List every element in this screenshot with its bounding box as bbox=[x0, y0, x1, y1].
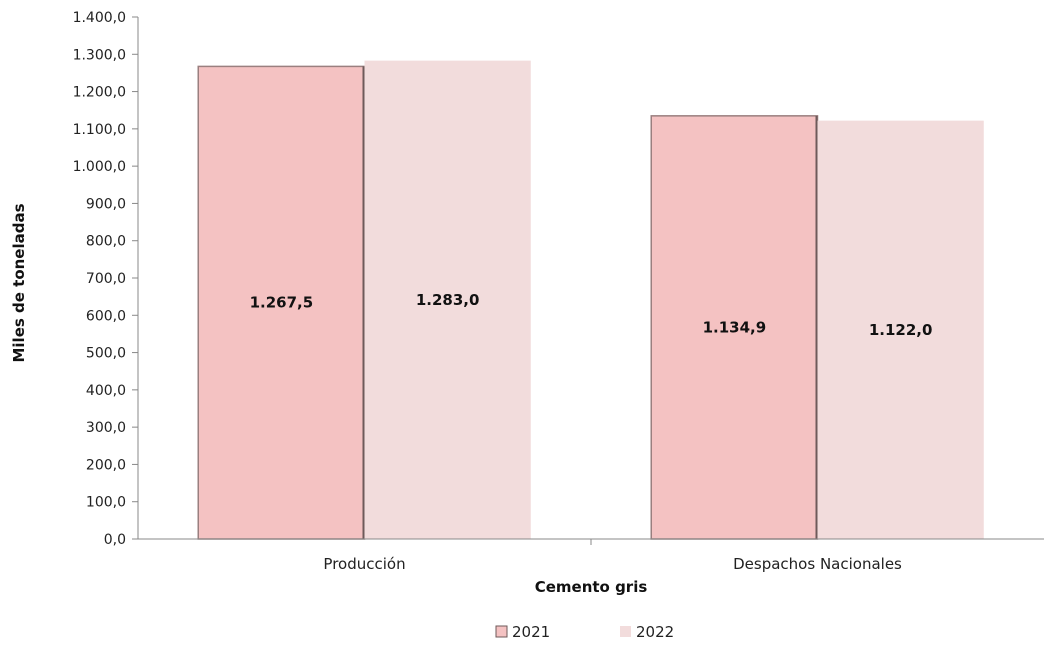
y-tick-label: 1.400,0 bbox=[73, 10, 126, 26]
y-tick-label: 900,0 bbox=[86, 196, 126, 212]
y-tick-label: 500,0 bbox=[86, 346, 126, 362]
data-label: 1.122,0 bbox=[869, 321, 933, 339]
y-tick-label: 1.100,0 bbox=[73, 122, 126, 138]
x-category-label: Producción bbox=[323, 555, 405, 573]
y-tick-label: 100,0 bbox=[86, 495, 126, 511]
data-label: 1.283,0 bbox=[416, 291, 480, 309]
x-axis-title: Cemento gris bbox=[535, 578, 648, 596]
data-label: 1.134,9 bbox=[703, 318, 767, 336]
y-tick-label: 300,0 bbox=[86, 420, 126, 436]
legend-swatch-2022 bbox=[620, 626, 631, 637]
y-axis-title: Miles de toneladas bbox=[10, 203, 28, 362]
bar-2021-0 bbox=[197, 65, 366, 540]
bars: 1.267,5 1.134,9 1.283,0 1.122,0 bbox=[197, 60, 984, 540]
y-tick-label: 0,0 bbox=[104, 532, 126, 548]
legend-label-2022: 2022 bbox=[636, 623, 674, 641]
y-axis: 0,0 100,0 200,0 300,0 400,0 500,0 600,0 700,0 80… bbox=[73, 10, 139, 548]
legend-label-2021: 2021 bbox=[512, 623, 550, 641]
y-tick-label: 1.300,0 bbox=[73, 47, 126, 63]
x-category-label: Despachos Nacionales bbox=[733, 555, 902, 573]
y-tick-label: 800,0 bbox=[86, 234, 126, 250]
y-tick-label: 600,0 bbox=[86, 308, 126, 324]
y-tick-label: 1.000,0 bbox=[73, 159, 126, 175]
x-axis: Producción Despachos Nacionales bbox=[138, 538, 1044, 573]
bar-2022-1 bbox=[817, 120, 984, 539]
data-label: 1.267,5 bbox=[250, 294, 314, 312]
legend: 2021 2022 bbox=[495, 623, 674, 641]
y-tick-label: 200,0 bbox=[86, 457, 126, 473]
y-tick-label: 400,0 bbox=[86, 383, 126, 399]
bar-2022-0 bbox=[364, 60, 531, 539]
legend-swatch-2021 bbox=[495, 625, 508, 638]
bar-2021-1 bbox=[650, 115, 819, 540]
y-tick-label: 1.200,0 bbox=[73, 85, 126, 101]
y-tick-label: 700,0 bbox=[86, 271, 126, 287]
